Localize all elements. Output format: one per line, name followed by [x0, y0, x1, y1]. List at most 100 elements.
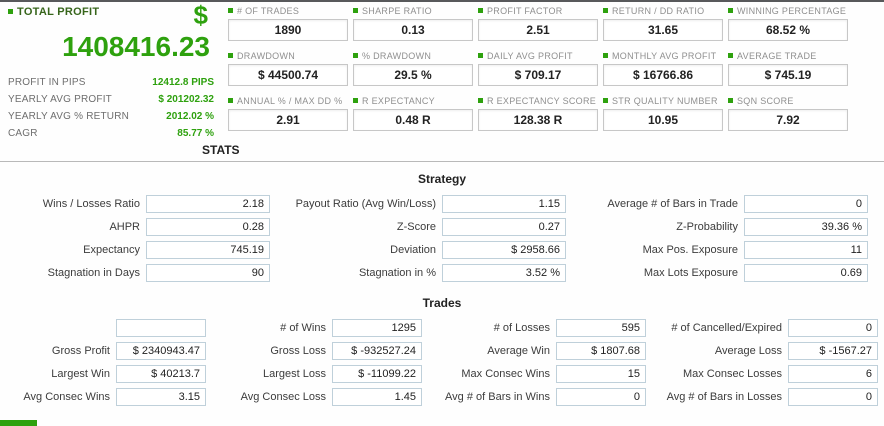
bullet-icon — [478, 53, 483, 58]
trades-value: $ -932527.24 — [332, 342, 422, 360]
trades-value: 0 — [556, 388, 646, 406]
trades-label: # of Losses — [493, 322, 550, 334]
trades-value: $ 2340943.47 — [116, 342, 206, 360]
strategy-label: Stagnation in Days — [47, 267, 140, 279]
bullet-icon — [353, 53, 358, 58]
stat-value: 0.48 R — [353, 109, 473, 131]
strategy-label: Deviation — [390, 244, 436, 256]
stat-cell-r-expectancy-score: R EXPECTANCY SCORE 128.38 R — [478, 96, 598, 131]
stat-cell-monthly-avg-profit: MONTHLY AVG PROFIT $ 16766.86 — [603, 51, 723, 86]
strategy-label: Wins / Losses Ratio — [42, 198, 140, 210]
trades-label: Avg Consec Wins — [23, 391, 110, 403]
stat-value: 68.52 % — [728, 19, 848, 41]
total-profit-title: TOTAL PROFIT — [8, 6, 214, 18]
stat-label: WINNING PERCENTAGE — [728, 6, 848, 16]
strategy-value: 745.19 — [146, 241, 270, 259]
stat-value: $ 709.17 — [478, 64, 598, 86]
summary-row-label: CAGR — [8, 128, 38, 139]
trades-value: $ -11099.22 — [332, 365, 422, 383]
trades-label: Avg # of Bars in Wins — [445, 391, 550, 403]
strategy-label: Max Lots Exposure — [643, 267, 738, 279]
summary-row-label: YEARLY AVG % RETURN — [8, 111, 130, 122]
trades-label: Max Consec Losses — [682, 368, 782, 380]
stat-label: DAILY AVG PROFIT — [478, 51, 598, 61]
stat-value: $ 16766.86 — [603, 64, 723, 86]
trades-label — [10, 319, 110, 337]
bullet-icon — [353, 98, 358, 103]
stat-value: 2.51 — [478, 19, 598, 41]
trades-value: 1.45 — [332, 388, 422, 406]
bullet-icon — [478, 8, 483, 13]
total-profit-value: 1408416.23 — [62, 31, 210, 62]
trades-value: 595 — [556, 319, 646, 337]
stat-label-text: AVERAGE TRADE — [737, 51, 817, 61]
strategy-value: 0.28 — [146, 218, 270, 236]
bullet-icon — [353, 8, 358, 13]
bullet-icon — [8, 9, 13, 14]
stat-value: $ 745.19 — [728, 64, 848, 86]
stat-label: RETURN / DD RATIO — [603, 6, 723, 16]
bullet-icon — [603, 98, 608, 103]
summary-row-value: $ 201202.32 — [158, 94, 214, 105]
stat-cell-sharpe-ratio: SHARPE RATIO 0.13 — [353, 6, 473, 41]
trades-value: 3.15 — [116, 388, 206, 406]
stat-value: 7.92 — [728, 109, 848, 131]
strategy-value: 3.52 % — [442, 264, 566, 282]
stat-label: DRAWDOWN — [228, 51, 348, 61]
summary-row-value: 2012.02 % — [166, 111, 214, 122]
strategy-label: AHPR — [109, 221, 140, 233]
stat-label-text: SHARPE RATIO — [362, 6, 432, 16]
stat-label-text: R EXPECTANCY — [362, 96, 435, 106]
currency-symbol: $ — [193, 0, 208, 30]
stat-cell-winning-percentage: WINNING PERCENTAGE 68.52 % — [728, 6, 848, 41]
strategy-value: $ 2958.66 — [442, 241, 566, 259]
trades-label: # of Cancelled/Expired — [671, 322, 782, 334]
stat-value: 29.5 % — [353, 64, 473, 86]
stat-cell-pct-drawdown: % DRAWDOWN 29.5 % — [353, 51, 473, 86]
bullet-icon — [228, 8, 233, 13]
trades-grid: # of Wins 1295 # of Losses 595 # of Canc… — [0, 319, 884, 406]
strategy-label: Z-Probability — [676, 221, 738, 233]
stat-label-text: DRAWDOWN — [237, 51, 296, 61]
stat-label-text: STR QUALITY NUMBER — [612, 96, 718, 106]
stat-label: R EXPECTANCY — [353, 96, 473, 106]
stat-value: 10.95 — [603, 109, 723, 131]
bullet-icon — [728, 98, 733, 103]
trades-value: 1295 — [332, 319, 422, 337]
stat-label-text: RETURN / DD RATIO — [612, 6, 705, 16]
strategy-value: 11 — [744, 241, 868, 259]
summary-row-label: YEARLY AVG PROFIT — [8, 94, 112, 105]
trades-value: 0 — [788, 388, 878, 406]
trades-label: Max Consec Wins — [461, 368, 550, 380]
strategy-label: Stagnation in % — [358, 267, 436, 279]
bottom-green-strip — [0, 420, 37, 426]
trades-value: 15 — [556, 365, 646, 383]
stat-cell-profit-factor: PROFIT FACTOR 2.51 — [478, 6, 598, 41]
stat-cell-str-quality-number: STR QUALITY NUMBER 10.95 — [603, 96, 723, 131]
stat-value: 0.13 — [353, 19, 473, 41]
strategy-label: Expectancy — [83, 244, 140, 256]
bullet-icon — [228, 98, 233, 103]
stat-cell-return-dd-ratio: RETURN / DD RATIO 31.65 — [603, 6, 723, 41]
stat-label: AVERAGE TRADE — [728, 51, 848, 61]
trades-value: $ 40213.7 — [116, 365, 206, 383]
stat-label-text: % DRAWDOWN — [362, 51, 432, 61]
stat-label: ANNUAL % / MAX DD % — [228, 96, 348, 106]
summary-rows: PROFIT IN PIPS 12412.8 PIPS YEARLY AVG P… — [8, 74, 214, 142]
stat-value: 128.38 R — [478, 109, 598, 131]
stat-label-text: ANNUAL % / MAX DD % — [237, 96, 343, 106]
stat-value: 1890 — [228, 19, 348, 41]
strategy-value: 2.18 — [146, 195, 270, 213]
stat-cell-sqn-score: SQN SCORE 7.92 — [728, 96, 848, 131]
stat-label: % DRAWDOWN — [353, 51, 473, 61]
stat-cell-r-expectancy: R EXPECTANCY 0.48 R — [353, 96, 473, 131]
strategy-label: Average # of Bars in Trade — [607, 198, 738, 210]
stat-label-text: MONTHLY AVG PROFIT — [612, 51, 717, 61]
stat-label: R EXPECTANCY SCORE — [478, 96, 598, 106]
total-profit-panel: TOTAL PROFIT $ 1408416.23 PROFIT IN PIPS… — [8, 2, 214, 142]
stat-label-text: SQN SCORE — [737, 96, 794, 106]
summary-row-cagr: CAGR 85.77 % — [8, 125, 214, 142]
trades-label: Avg # of Bars in Losses — [666, 391, 782, 403]
trades-label: Gross Loss — [270, 345, 326, 357]
